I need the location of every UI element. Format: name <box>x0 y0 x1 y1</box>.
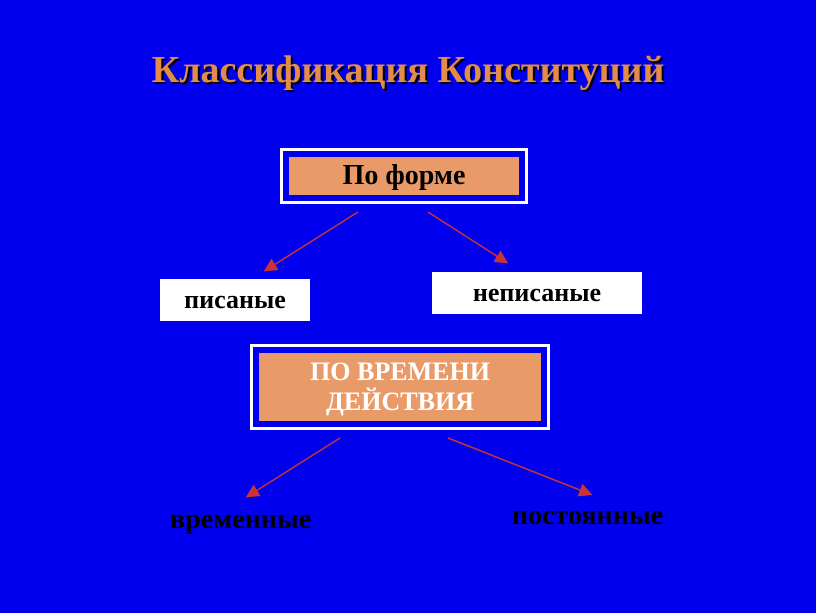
node-by-duration-label: ПО ВРЕМЕНИ ДЕЙСТВИЯ <box>257 351 543 423</box>
node-by-duration: ПО ВРЕМЕНИ ДЕЙСТВИЯ <box>250 344 550 430</box>
node-written-label: писаные <box>160 279 310 321</box>
leaf-temporary: временные <box>170 504 311 536</box>
node-by-form: По форме <box>280 148 528 204</box>
slide: Классификация Конституций По форме писан… <box>0 0 816 613</box>
leaf-permanent: постоянные <box>512 500 663 532</box>
node-unwritten-label: неписаные <box>432 272 642 314</box>
node-unwritten: неписаные <box>430 270 644 316</box>
node-written: писаные <box>158 277 312 323</box>
slide-title: Классификация Конституций <box>0 48 816 92</box>
node-by-form-label: По форме <box>287 155 521 197</box>
